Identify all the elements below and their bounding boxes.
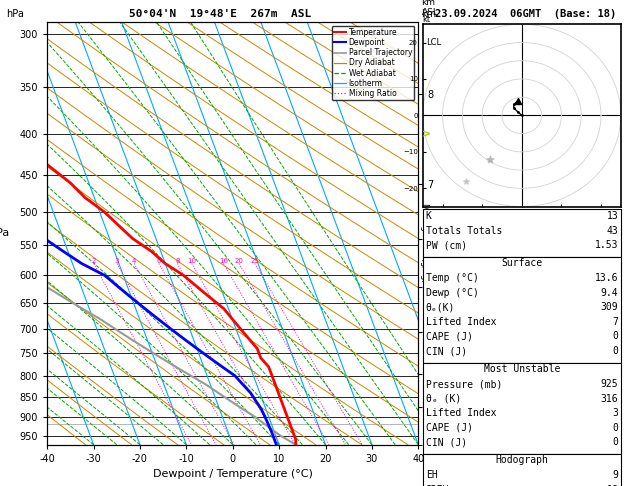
Text: 309: 309	[601, 302, 618, 312]
Text: kt: kt	[423, 15, 431, 23]
Text: 925: 925	[601, 379, 618, 389]
Text: 13: 13	[606, 211, 618, 221]
Text: LCL: LCL	[426, 37, 441, 47]
Text: hPa: hPa	[6, 9, 24, 19]
Text: Lifted Index: Lifted Index	[426, 408, 496, 418]
Text: 20: 20	[235, 258, 243, 263]
Text: 4: 4	[132, 258, 136, 263]
Text: θₑ (K): θₑ (K)	[426, 394, 461, 404]
Text: © weatheronline.co.uk: © weatheronline.co.uk	[470, 472, 574, 481]
Text: >: >	[421, 207, 431, 217]
Text: 16: 16	[606, 485, 618, 486]
Text: 6: 6	[157, 258, 161, 263]
Text: 1.53: 1.53	[595, 240, 618, 250]
Text: Hodograph: Hodograph	[496, 455, 548, 466]
X-axis label: Dewpoint / Temperature (°C): Dewpoint / Temperature (°C)	[153, 469, 313, 479]
Text: SREH: SREH	[426, 485, 449, 486]
Text: 50°04'N  19°48'E  267m  ASL: 50°04'N 19°48'E 267m ASL	[129, 9, 311, 19]
Legend: Temperature, Dewpoint, Parcel Trajectory, Dry Adiabat, Wet Adiabat, Isotherm, Mi: Temperature, Dewpoint, Parcel Trajectory…	[332, 26, 415, 100]
Text: Pressure (mb): Pressure (mb)	[426, 379, 502, 389]
Text: 316: 316	[601, 394, 618, 404]
Text: 10: 10	[187, 258, 196, 263]
Text: CAPE (J): CAPE (J)	[426, 331, 473, 342]
Text: 0: 0	[613, 423, 618, 433]
Text: 3: 3	[613, 408, 618, 418]
Text: 13.6: 13.6	[595, 273, 618, 283]
Text: >: >	[421, 129, 431, 139]
Text: EH: EH	[426, 470, 438, 481]
Text: PW (cm): PW (cm)	[426, 240, 467, 250]
Y-axis label: hPa: hPa	[0, 228, 9, 238]
Text: Totals Totals: Totals Totals	[426, 226, 502, 236]
Text: 43: 43	[606, 226, 618, 236]
Text: Lifted Index: Lifted Index	[426, 317, 496, 327]
Text: 16: 16	[219, 258, 228, 263]
Text: Most Unstable: Most Unstable	[484, 364, 560, 374]
Text: 9.4: 9.4	[601, 288, 618, 298]
Text: 0: 0	[613, 331, 618, 342]
Text: CAPE (J): CAPE (J)	[426, 423, 473, 433]
Text: CIN (J): CIN (J)	[426, 437, 467, 448]
Text: Mixing Ratio (g/kg): Mixing Ratio (g/kg)	[420, 203, 428, 283]
Text: 9: 9	[613, 470, 618, 481]
Text: 0: 0	[613, 437, 618, 448]
Text: K: K	[426, 211, 431, 221]
Text: 7: 7	[613, 317, 618, 327]
Text: 25: 25	[250, 258, 259, 263]
Text: CIN (J): CIN (J)	[426, 346, 467, 356]
Text: 8: 8	[175, 258, 179, 263]
Text: km
ASL: km ASL	[421, 0, 438, 17]
Text: Temp (°C): Temp (°C)	[426, 273, 479, 283]
Text: Dewp (°C): Dewp (°C)	[426, 288, 479, 298]
Text: Surface: Surface	[501, 258, 543, 268]
Text: 23.09.2024  06GMT  (Base: 18): 23.09.2024 06GMT (Base: 18)	[435, 9, 616, 19]
Text: 3: 3	[115, 258, 120, 263]
Text: km: km	[421, 9, 437, 19]
Text: θₑ(K): θₑ(K)	[426, 302, 455, 312]
Text: 0: 0	[613, 346, 618, 356]
Text: 2: 2	[92, 258, 96, 263]
